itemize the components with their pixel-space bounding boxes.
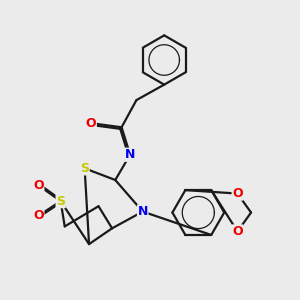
Text: O: O [85, 117, 96, 130]
Text: S: S [80, 162, 89, 175]
Text: O: O [33, 179, 44, 192]
Text: O: O [33, 209, 44, 222]
Text: S: S [56, 195, 65, 208]
Text: O: O [232, 225, 243, 238]
Text: N: N [137, 205, 148, 218]
Text: N: N [125, 148, 135, 161]
Text: O: O [232, 187, 243, 200]
